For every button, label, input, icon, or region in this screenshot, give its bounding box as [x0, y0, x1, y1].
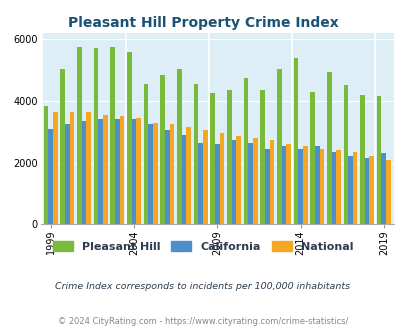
Bar	[153, 122, 157, 224]
Bar	[177, 69, 181, 224]
Bar	[110, 47, 115, 224]
Bar	[98, 119, 102, 224]
Bar	[297, 149, 302, 224]
Bar	[169, 124, 174, 224]
Bar	[181, 135, 186, 224]
Bar	[93, 49, 98, 224]
Bar	[260, 90, 264, 224]
Bar	[214, 144, 219, 224]
Bar	[86, 112, 91, 224]
Bar	[60, 69, 65, 224]
Bar	[53, 112, 58, 224]
Bar	[77, 47, 81, 224]
Bar	[81, 121, 86, 224]
Bar	[143, 84, 148, 224]
Bar	[264, 149, 269, 224]
Bar	[385, 160, 390, 224]
Legend: Pleasant Hill, California, National: Pleasant Hill, California, National	[48, 237, 357, 256]
Bar	[236, 136, 240, 224]
Bar	[381, 153, 385, 224]
Bar	[252, 138, 257, 224]
Bar	[131, 119, 136, 224]
Bar	[359, 95, 364, 224]
Bar	[127, 51, 131, 224]
Bar	[164, 130, 169, 224]
Bar	[231, 140, 236, 224]
Bar	[286, 144, 290, 224]
Text: Pleasant Hill Property Crime Index: Pleasant Hill Property Crime Index	[68, 16, 337, 30]
Bar	[243, 78, 247, 224]
Bar	[136, 118, 141, 224]
Bar	[276, 69, 281, 224]
Bar	[335, 150, 340, 224]
Bar	[293, 58, 297, 224]
Bar	[343, 85, 347, 224]
Bar	[326, 72, 331, 224]
Bar	[43, 106, 48, 224]
Bar	[369, 156, 373, 224]
Bar	[347, 156, 352, 224]
Bar	[160, 75, 164, 224]
Bar	[269, 140, 273, 224]
Bar	[376, 96, 381, 224]
Bar	[309, 92, 314, 224]
Bar	[281, 146, 286, 224]
Text: Crime Index corresponds to incidents per 100,000 inhabitants: Crime Index corresponds to incidents per…	[55, 282, 350, 291]
Bar	[69, 112, 74, 224]
Text: © 2024 CityRating.com - https://www.cityrating.com/crime-statistics/: © 2024 CityRating.com - https://www.city…	[58, 317, 347, 326]
Bar	[331, 152, 335, 224]
Bar	[198, 143, 202, 224]
Bar	[352, 152, 357, 224]
Bar	[119, 116, 124, 224]
Bar	[247, 143, 252, 224]
Bar	[115, 119, 119, 224]
Bar	[364, 158, 369, 224]
Bar	[226, 90, 231, 224]
Bar	[65, 124, 69, 224]
Bar	[148, 124, 153, 224]
Bar	[319, 149, 323, 224]
Bar	[219, 133, 224, 224]
Bar	[302, 146, 307, 224]
Bar	[186, 127, 190, 224]
Bar	[193, 84, 198, 224]
Bar	[48, 129, 53, 224]
Bar	[210, 93, 214, 224]
Bar	[202, 130, 207, 224]
Bar	[102, 115, 107, 224]
Bar	[314, 146, 319, 224]
